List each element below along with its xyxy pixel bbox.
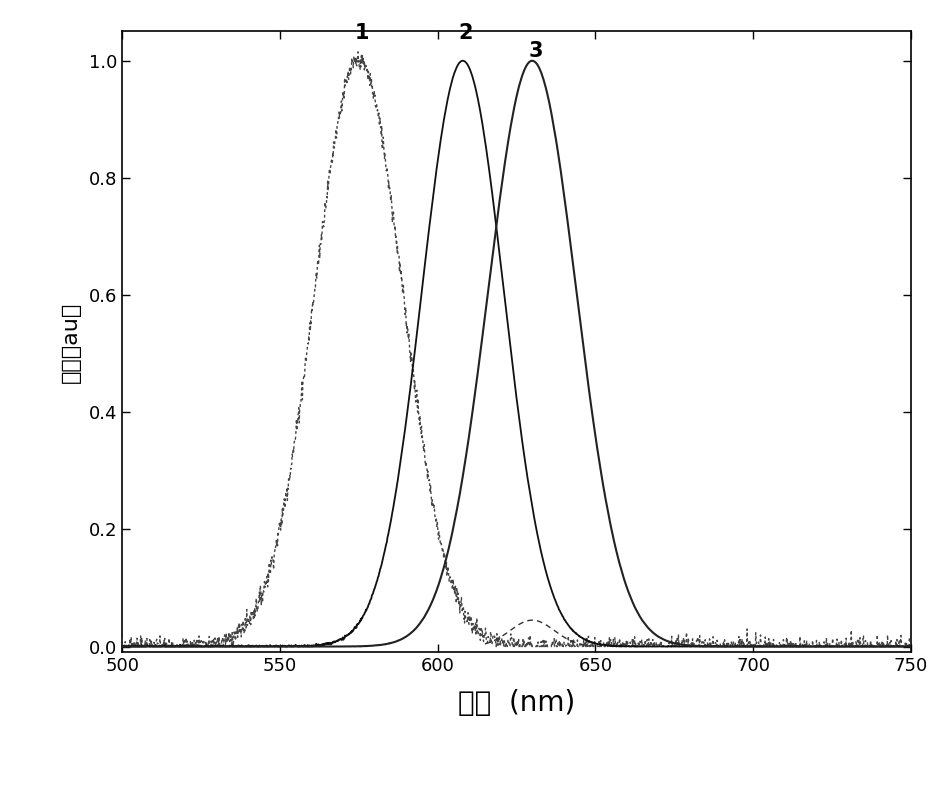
Text: 3: 3 — [528, 41, 543, 61]
Y-axis label: 强度（au）: 强度（au） — [60, 301, 81, 383]
Text: 2: 2 — [459, 23, 473, 43]
Text: 1: 1 — [355, 23, 369, 43]
X-axis label: 波长  (nm): 波长 (nm) — [458, 689, 575, 717]
